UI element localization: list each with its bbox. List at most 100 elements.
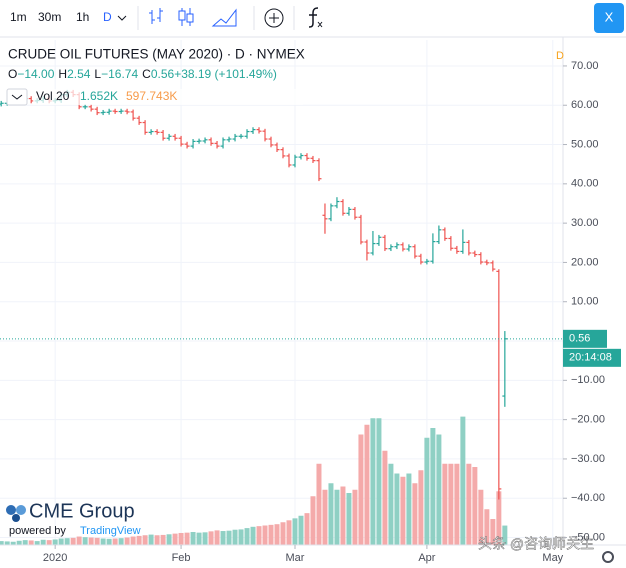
volume-bar bbox=[310, 496, 316, 545]
x-tick-label: Mar bbox=[286, 552, 305, 564]
volume-bar bbox=[46, 540, 52, 545]
legend-value: +38.19 (+101.49%) bbox=[174, 67, 277, 81]
volume-bar bbox=[100, 538, 106, 545]
dropdown-icon[interactable] bbox=[117, 15, 127, 21]
volume-legend-value: 1.652K bbox=[80, 89, 118, 103]
watermark: 头条 @咨询师关生 bbox=[478, 536, 594, 552]
volume-bar bbox=[424, 437, 430, 545]
volume-bar bbox=[478, 489, 484, 545]
volume-bar bbox=[406, 473, 412, 545]
volume-bar bbox=[142, 535, 148, 545]
volume-bar bbox=[226, 530, 232, 545]
volume-bar bbox=[178, 532, 184, 545]
volume-bar bbox=[4, 541, 10, 545]
powered-brand: TradingView bbox=[80, 525, 141, 537]
logo-icon bbox=[16, 505, 26, 515]
interval[interactable]: 1m bbox=[10, 10, 27, 24]
volume-bar bbox=[172, 533, 178, 545]
area-icon[interactable] bbox=[211, 8, 237, 27]
volume-bar bbox=[280, 522, 286, 545]
volume-bar bbox=[496, 491, 502, 545]
logo: CME Group bbox=[29, 500, 135, 522]
volume-bar bbox=[292, 518, 298, 545]
legend-value: 2.54 bbox=[67, 67, 91, 81]
interval[interactable]: D bbox=[103, 10, 112, 24]
volume-bar bbox=[0, 541, 4, 545]
volume-bar bbox=[274, 524, 280, 545]
volume-bar bbox=[382, 450, 388, 545]
volume-bar bbox=[322, 489, 328, 545]
y-tick-label: −20.00 bbox=[571, 414, 605, 426]
volume-bar bbox=[184, 532, 190, 545]
volume-bar bbox=[304, 513, 310, 545]
volume-bar bbox=[58, 538, 64, 545]
volume-bar bbox=[358, 434, 364, 545]
y-tick-label: −40.00 bbox=[571, 492, 605, 504]
plot bbox=[0, 40, 563, 545]
close-button-label[interactable]: X bbox=[605, 9, 614, 24]
volume-bar bbox=[244, 528, 250, 545]
logo-icon bbox=[6, 505, 16, 515]
volume-bar bbox=[124, 537, 130, 545]
volume-bar bbox=[340, 486, 346, 545]
volume-bar bbox=[484, 509, 490, 545]
fx-icon[interactable] bbox=[308, 7, 319, 28]
volume-bar bbox=[130, 536, 136, 545]
volume-bar bbox=[82, 537, 88, 545]
logo-icon bbox=[12, 514, 20, 522]
volume-bar bbox=[52, 539, 58, 545]
volume-bar bbox=[22, 540, 28, 545]
legend-value: −16.74 bbox=[101, 67, 138, 81]
y-tick-label: 70.00 bbox=[571, 60, 599, 72]
chart-title: CRUDE OIL FUTURES (MAY 2020) · D · NYMEX bbox=[8, 47, 305, 62]
legend-value: −14.00 bbox=[17, 67, 54, 81]
interval[interactable]: 1h bbox=[76, 10, 89, 24]
volume-legend-average: 597.743K bbox=[126, 89, 177, 103]
volume-bar bbox=[10, 541, 16, 545]
powered-by: powered by bbox=[9, 525, 66, 537]
volume-bar bbox=[16, 540, 22, 545]
y-tick-label: 50.00 bbox=[571, 138, 599, 150]
volume-bar bbox=[256, 526, 262, 545]
legend-value: 0.56 bbox=[151, 67, 175, 81]
volume-bar bbox=[454, 463, 460, 545]
fx-icon[interactable] bbox=[317, 21, 323, 28]
volume-bar bbox=[346, 493, 352, 545]
legend-key: O bbox=[8, 67, 17, 81]
collapse-icon[interactable] bbox=[11, 94, 23, 100]
indicator-icon[interactable] bbox=[264, 8, 284, 28]
legend-backdrop bbox=[33, 89, 303, 105]
volume-bar bbox=[76, 536, 82, 545]
volume-bar bbox=[460, 416, 466, 545]
volume-bar bbox=[364, 424, 370, 545]
volume-bar bbox=[334, 489, 340, 545]
volume-bar bbox=[298, 515, 304, 545]
bars-icon[interactable] bbox=[149, 8, 163, 24]
close-button[interactable] bbox=[594, 3, 624, 33]
indicator-icon[interactable] bbox=[269, 13, 279, 23]
volume-bar bbox=[490, 519, 496, 545]
volume-bar bbox=[286, 520, 292, 545]
interval[interactable]: 30m bbox=[38, 10, 61, 24]
legend-key: C bbox=[142, 67, 151, 81]
candles-icon[interactable] bbox=[178, 10, 186, 21]
volume-bar bbox=[232, 529, 238, 545]
volume-legend-label: Vol 20 bbox=[36, 89, 70, 103]
candles-icon[interactable] bbox=[186, 13, 194, 23]
volume-bar bbox=[106, 538, 112, 545]
volume-bar bbox=[148, 534, 154, 545]
volume-bar bbox=[160, 534, 166, 545]
settings-icon[interactable] bbox=[602, 551, 614, 563]
volume-bar bbox=[238, 529, 244, 545]
x-tick-label: May bbox=[542, 552, 563, 564]
volume-bar bbox=[472, 467, 478, 545]
volume-bar bbox=[328, 483, 334, 545]
volume-bar bbox=[40, 539, 46, 545]
collapse-button[interactable] bbox=[6, 88, 28, 106]
volume-bar bbox=[154, 535, 160, 545]
volume-bar bbox=[220, 531, 226, 545]
volume-bar bbox=[94, 537, 100, 545]
volume-bar bbox=[112, 538, 118, 545]
